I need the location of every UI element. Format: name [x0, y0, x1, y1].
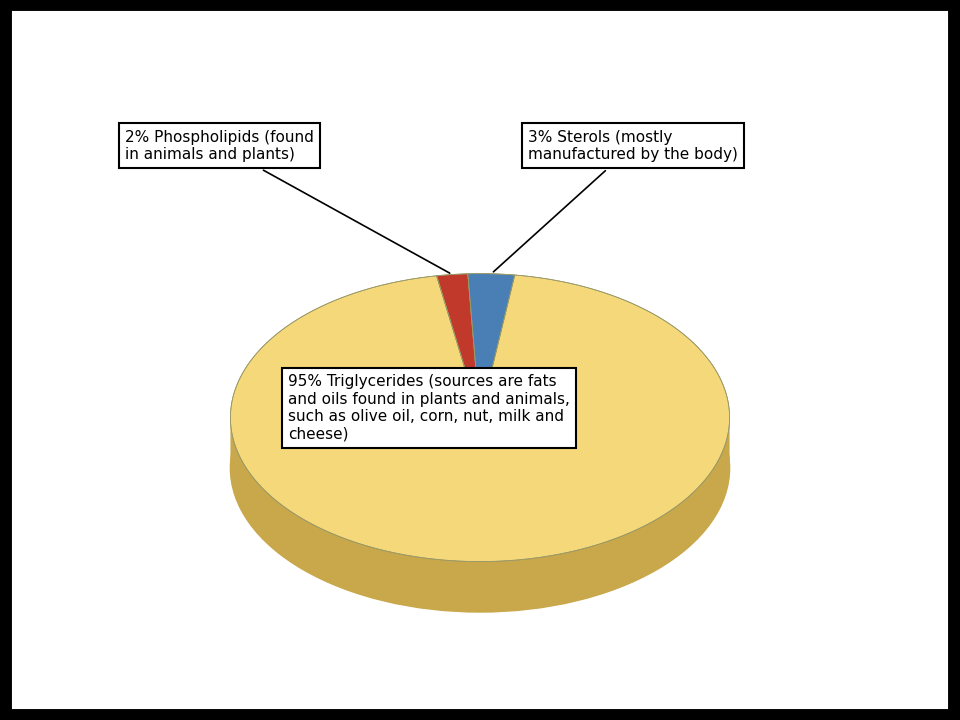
- Polygon shape: [437, 274, 480, 418]
- Text: 95% Triglycerides (sources are fats
and oils found in plants and animals,
such a: 95% Triglycerides (sources are fats and …: [288, 374, 570, 441]
- Polygon shape: [230, 415, 730, 612]
- Polygon shape: [230, 275, 730, 562]
- Text: 3% Sterols (mostly
manufactured by the body): 3% Sterols (mostly manufactured by the b…: [493, 130, 738, 272]
- Polygon shape: [468, 274, 515, 418]
- Ellipse shape: [230, 324, 730, 612]
- Text: 2% Phospholipids (found
in animals and plants): 2% Phospholipids (found in animals and p…: [125, 130, 449, 273]
